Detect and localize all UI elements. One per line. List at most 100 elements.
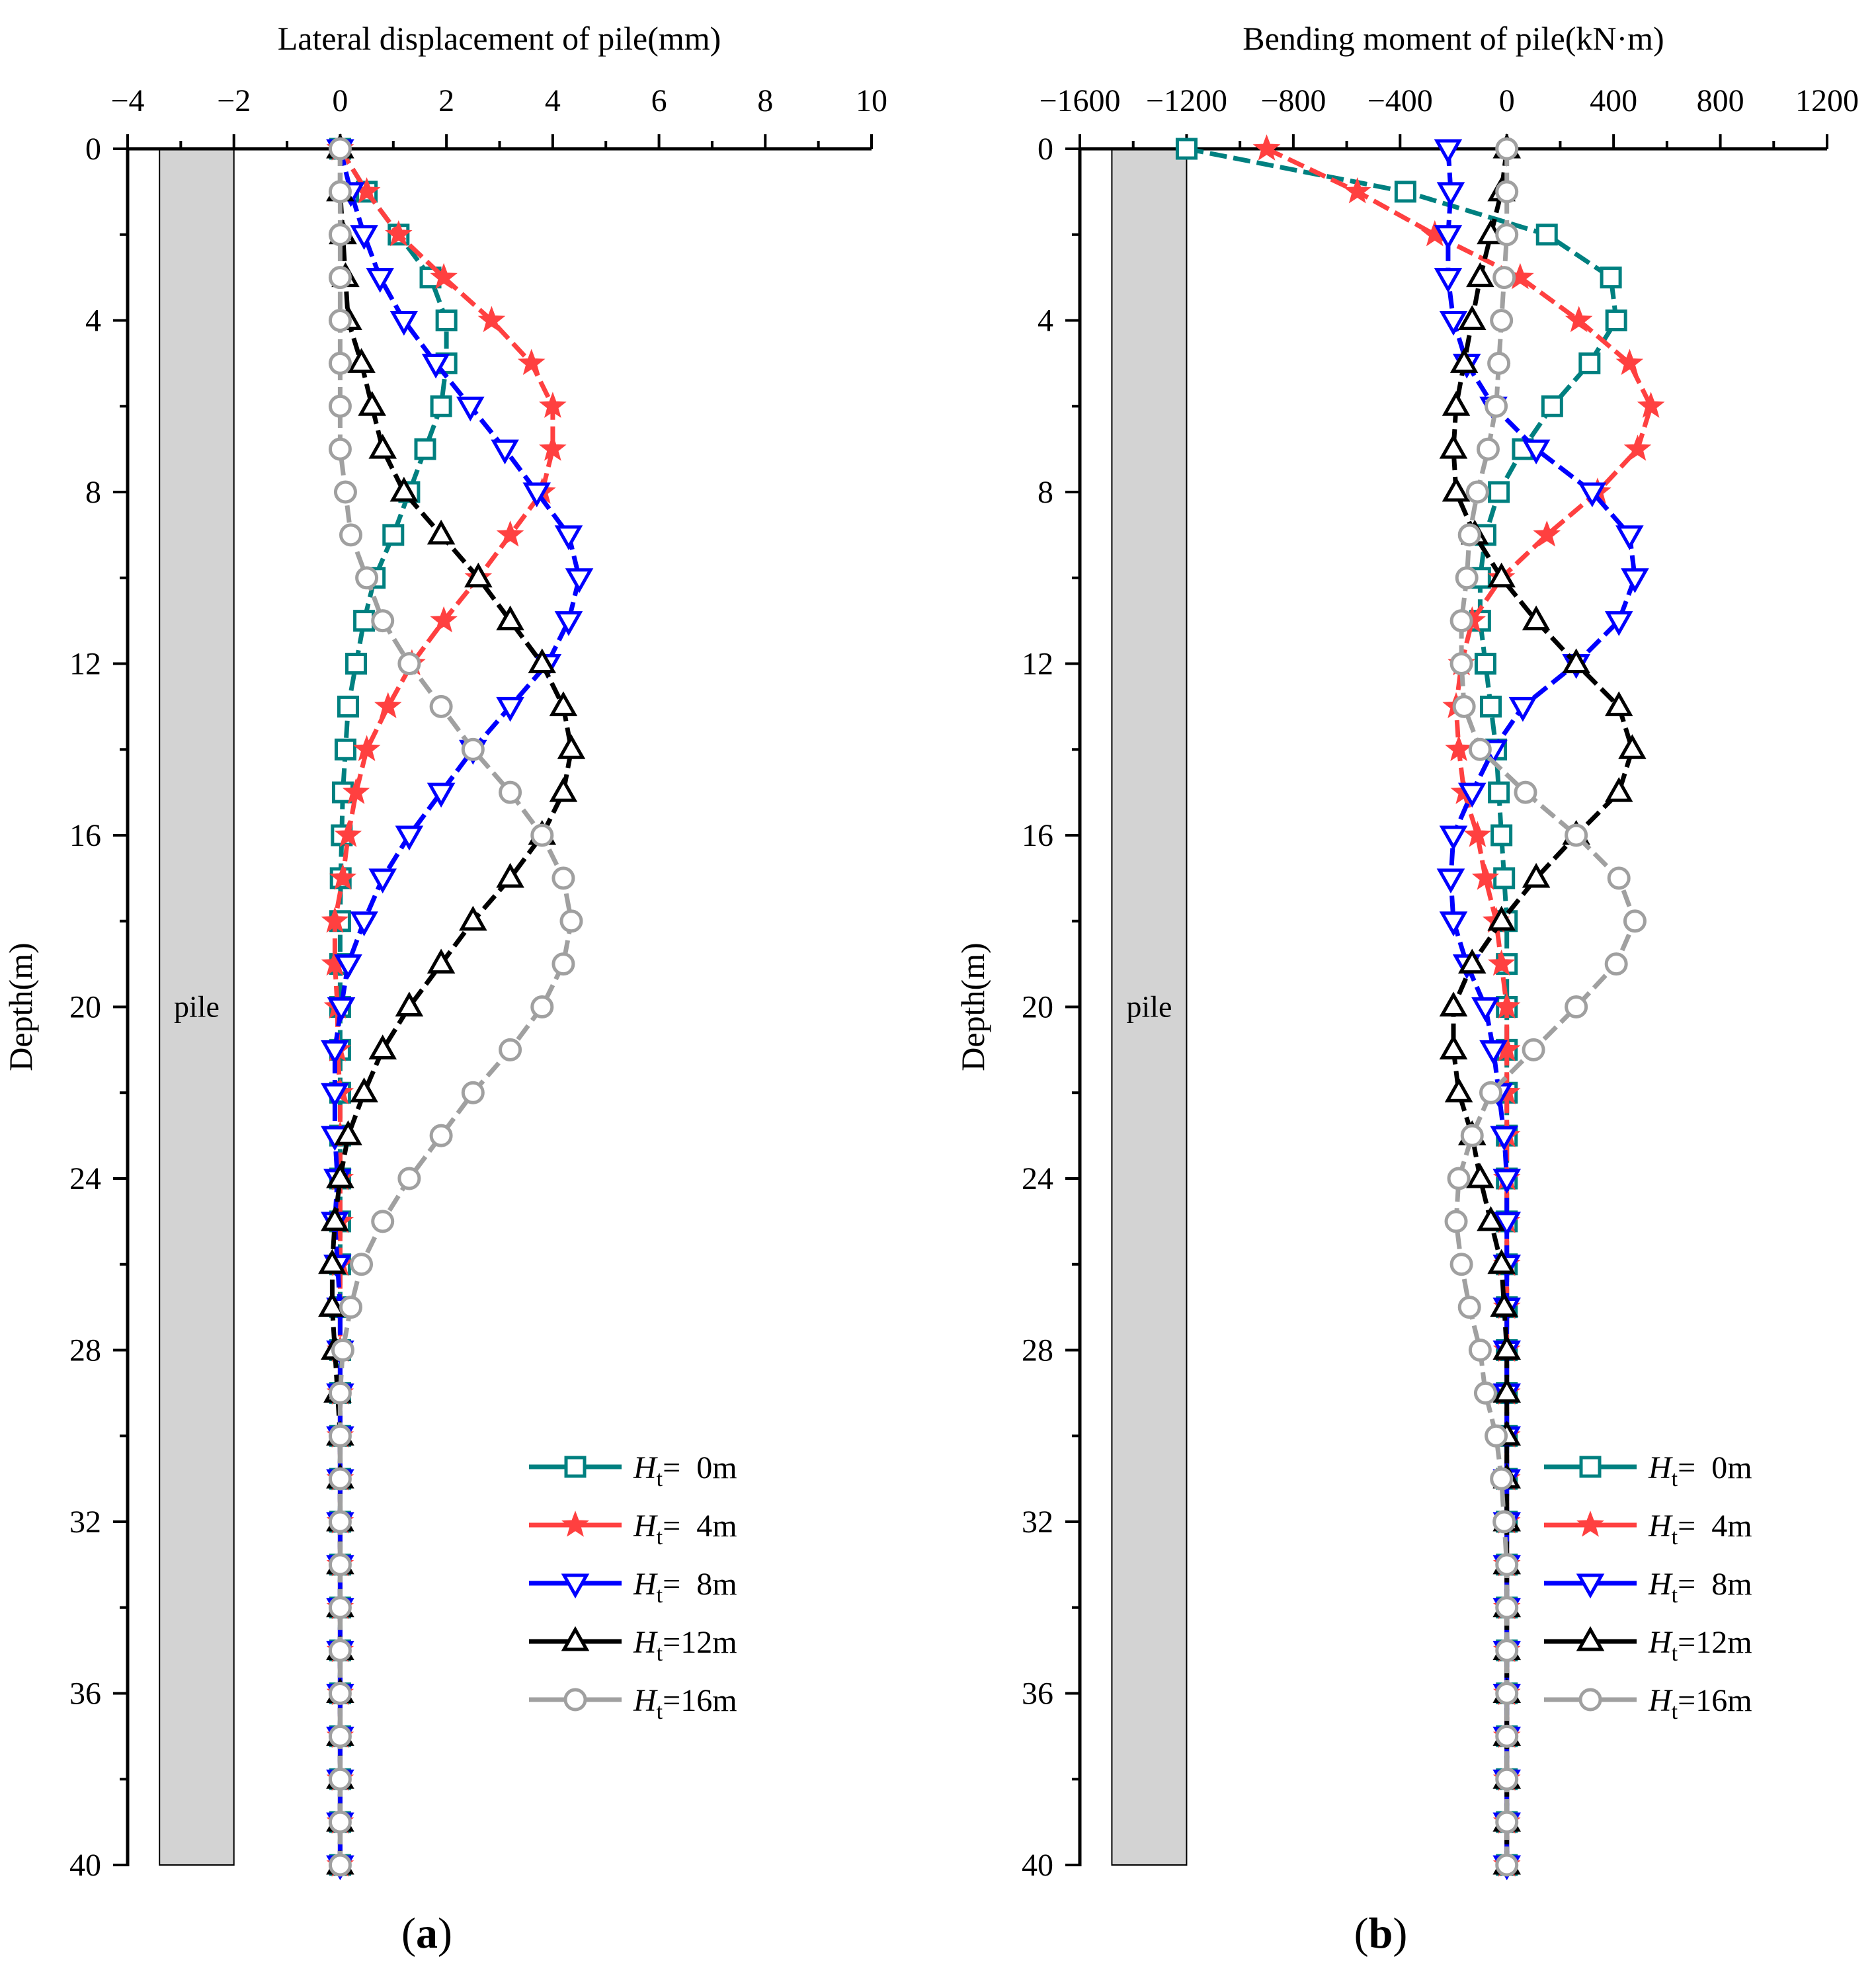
data-point [1495,1553,1519,1577]
legend-label: Ht= 8m [1648,1567,1752,1608]
data-point [1565,823,1588,847]
panel-label: (b) [1354,1909,1408,1958]
data-point [1457,1296,1481,1319]
data-point [328,1639,352,1663]
data-point [1495,223,1519,247]
data-point [350,911,378,936]
data-point [321,1083,349,1108]
data-point [1468,1339,1492,1362]
data-point [1487,949,1516,976]
data-point [328,351,352,375]
data-point [1439,991,1468,1016]
data-point [435,310,458,331]
legend-marker [1578,1688,1602,1712]
data-point [549,691,578,716]
data-point [334,1120,362,1145]
y-tick-label: 4 [1038,304,1053,339]
data-point [1604,777,1633,802]
data-point [328,1510,352,1534]
data-point [328,394,352,418]
data-point [328,1724,352,1748]
data-point [1605,310,1627,331]
data-point [1637,392,1665,418]
y-tick-label: 20 [1022,990,1053,1025]
x-tick-label: −2 [217,83,251,118]
data-point [1490,824,1513,847]
data-point [1495,137,1519,161]
legend-label: Ht= 4m [1648,1509,1752,1550]
data-point [352,735,381,761]
data-point [1487,351,1511,375]
data-point [1480,695,1502,718]
data-point [1492,1335,1522,1360]
data-point [1442,476,1471,502]
data-point [1439,911,1468,936]
data-point [1492,1510,1516,1534]
data-point [395,991,424,1016]
legend-marker [1579,1456,1602,1478]
series-0 [1175,138,1627,1876]
data-point [1466,1163,1494,1188]
series-4 [328,137,583,1877]
data-point [321,1206,349,1231]
legend-marker [561,1573,590,1599]
data-point [318,1249,347,1274]
data-point [1439,311,1468,336]
x-tick-label: −1600 [1039,83,1120,118]
data-point [368,1034,397,1059]
data-point [1252,134,1281,161]
data-point [1488,481,1510,503]
data-point [1600,267,1622,289]
data-point [1439,1034,1468,1059]
data-point [1492,266,1516,290]
data-point [1562,648,1590,673]
data-point [1495,1810,1519,1834]
y-tick-label: 28 [1022,1333,1053,1368]
data-point [1495,1682,1519,1705]
data-point [496,862,524,888]
data-point [355,566,379,590]
data-point [554,525,583,550]
data-point [389,476,419,502]
data-point [1447,1167,1471,1190]
data-point [1492,1212,1522,1237]
data-point [397,1167,421,1190]
data-point [1492,1169,1522,1194]
data-point [559,909,583,933]
data-point [456,396,485,422]
y-tick-label: 40 [1022,1848,1053,1883]
legend-label: Ht=12m [1648,1625,1752,1666]
data-point [1444,1210,1468,1233]
data-point [1623,909,1647,933]
data-point [1468,737,1492,761]
data-point [1465,480,1489,504]
data-point [522,482,551,508]
y-tick-label: 12 [69,647,101,682]
data-point [429,1124,453,1147]
data-point [1490,1292,1518,1317]
data-point [530,995,554,1018]
data-point [549,777,578,802]
data-point [326,1163,354,1188]
data-point [427,782,456,808]
data-point [329,864,357,890]
data-point [333,480,357,504]
y-axis-title: Depth(m) [2,942,39,1071]
data-point [366,268,394,293]
data-point [328,180,352,204]
data-point [1621,568,1649,593]
data-point [557,734,586,759]
data-point [427,519,456,545]
data-point [339,1296,362,1319]
data-point [1457,948,1487,974]
data-point [1495,180,1519,204]
data-point [328,1767,352,1791]
data-point [368,868,397,893]
y-tick-label: 40 [69,1848,101,1883]
data-point [328,1424,352,1448]
data-point [328,1467,352,1491]
data-point [429,694,453,718]
data-point [1460,1124,1484,1147]
x-tick-label: 6 [651,83,667,118]
y-tick-label: 36 [1022,1676,1053,1712]
